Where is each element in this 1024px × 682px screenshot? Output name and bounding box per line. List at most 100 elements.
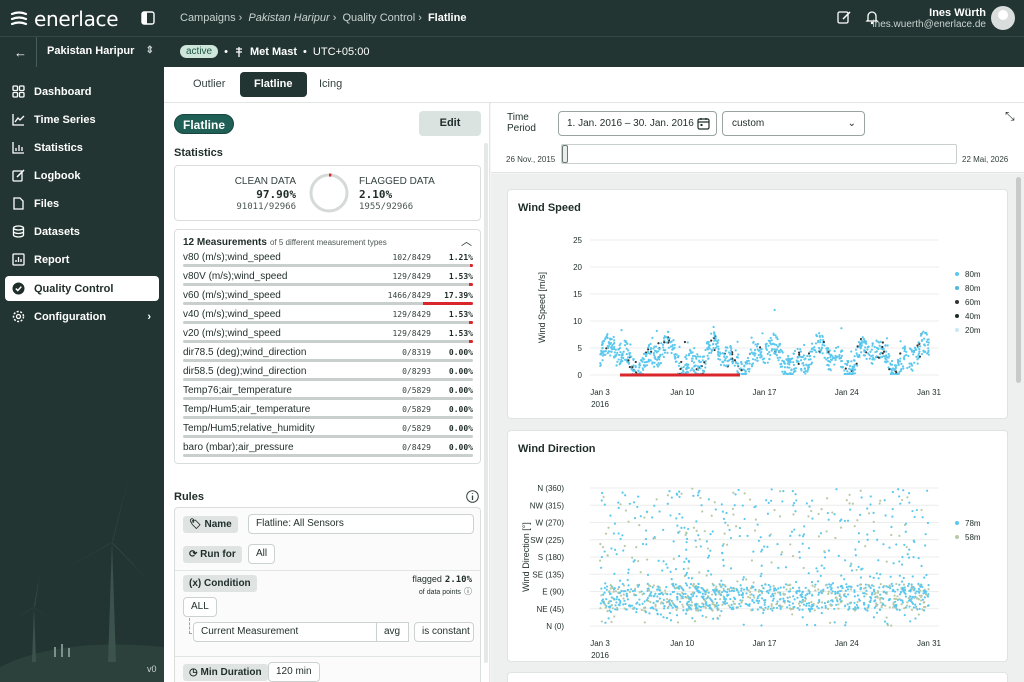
- measurement-row[interactable]: Temp76;air_temperature 0/5829 0.00%: [183, 383, 473, 402]
- rules-heading: Rules: [174, 491, 204, 503]
- data-point: [738, 602, 741, 605]
- sidebar-item-logbook[interactable]: Logbook: [5, 163, 159, 188]
- sidebar-item-quality-control[interactable]: Quality Control: [5, 276, 159, 301]
- period-preset-select[interactable]: custom ⌄: [722, 111, 865, 136]
- measurement-row[interactable]: Temp/Hum5;relative_humidity 0/5829 0.00%: [183, 421, 473, 440]
- data-point: [768, 534, 771, 537]
- edit-button[interactable]: Edit: [419, 111, 481, 136]
- data-point: [852, 607, 855, 611]
- data-point: [893, 364, 897, 367]
- data-point: [676, 356, 680, 359]
- sidebar-item-datasets[interactable]: Datasets: [5, 219, 159, 244]
- data-point: [830, 353, 833, 356]
- min-duration-field[interactable]: 120 min: [268, 662, 320, 682]
- data-point: [879, 573, 882, 576]
- data-point: [606, 610, 609, 613]
- user-info[interactable]: Ines Würth ines.wuerth@enerlace.de: [872, 7, 986, 31]
- rule-name-field[interactable]: Flatline: All Sensors: [248, 514, 474, 534]
- measurement-bar: [183, 397, 473, 400]
- breadcrumb-quality-control[interactable]: Quality Control: [342, 12, 416, 24]
- data-point: [627, 362, 630, 365]
- data-point: [914, 595, 917, 598]
- measurement-row[interactable]: v40 (m/s);wind_speed 129/8429 1.53%: [183, 307, 473, 326]
- data-point: [907, 492, 911, 495]
- data-point: [681, 603, 684, 606]
- measurement-row[interactable]: baro (mbar);air_pressure 0/8429 0.00%: [183, 440, 473, 459]
- data-point: [859, 588, 862, 591]
- sidebar-item-statistics[interactable]: Statistics: [5, 135, 159, 160]
- data-point: [712, 588, 715, 592]
- data-point: [806, 592, 809, 595]
- range-slider[interactable]: [561, 144, 957, 164]
- data-point: [657, 588, 660, 591]
- condition-measurement-field[interactable]: Current Measurement: [193, 622, 377, 642]
- condition-aggregation-field[interactable]: avg: [376, 622, 409, 642]
- data-point: [925, 333, 928, 336]
- brand-name: enerlace: [34, 7, 119, 31]
- info-icon[interactable]: ⓘ: [464, 587, 472, 596]
- chart-scrollbar[interactable]: [1016, 177, 1021, 383]
- wind-direction-chart[interactable]: N (0)NE (45)E (90)SE (135)S (180)SW (225…: [508, 431, 1009, 663]
- data-point: [899, 502, 902, 505]
- sidebar-item-files[interactable]: Files: [5, 191, 159, 216]
- data-point: [662, 560, 665, 563]
- data-point: [619, 600, 622, 603]
- condition-operator-field[interactable]: is constant: [414, 622, 474, 642]
- data-point: [615, 598, 618, 601]
- tab-icing[interactable]: Icing: [319, 78, 343, 90]
- flagged-count: 1955/92966: [359, 202, 414, 212]
- avatar[interactable]: [991, 6, 1015, 30]
- data-point: [623, 607, 626, 610]
- measurement-row[interactable]: Temp/Hum5;air_temperature 0/5829 0.00%: [183, 402, 473, 421]
- sidebar-item-report[interactable]: Report: [5, 247, 159, 272]
- data-point: [713, 334, 716, 337]
- measurement-pct: 1.21%: [448, 253, 473, 262]
- data-point: [767, 605, 770, 608]
- calendar-icon[interactable]: [697, 117, 710, 130]
- breadcrumb-project[interactable]: Pakistan Haripur: [248, 12, 330, 24]
- bell-icon[interactable]: [864, 9, 880, 25]
- data-point: [604, 621, 607, 624]
- range-handle[interactable]: [562, 145, 568, 163]
- data-point: [669, 619, 673, 622]
- data-point: [901, 555, 904, 559]
- sidebar-item-dashboard[interactable]: Dashboard: [5, 79, 159, 104]
- data-point: [670, 577, 673, 581]
- measurement-row[interactable]: v20 (m/s);wind_speed 129/8429 1.53%: [183, 326, 473, 345]
- panel-scrollbar[interactable]: [484, 143, 488, 663]
- measurement-row[interactable]: dir78.5 (deg);wind_direction 0/8319 0.00%: [183, 345, 473, 364]
- data-point: [856, 364, 859, 367]
- project-selector[interactable]: Pakistan Haripur ⇕: [36, 37, 164, 67]
- measurement-row[interactable]: v80V (m/s);wind_speed 129/8429 1.53%: [183, 269, 473, 288]
- data-point: [697, 589, 700, 592]
- sidebar-item-configuration[interactable]: Configuration ›: [5, 304, 159, 329]
- measurement-row[interactable]: v60 (m/s);wind_speed 1466/8429 17.39%: [183, 288, 473, 307]
- back-arrow-icon[interactable]: ←: [14, 45, 27, 60]
- info-icon[interactable]: [466, 490, 479, 503]
- measurements-header[interactable]: 12 Measurements of 5 different measuremen…: [183, 236, 387, 248]
- measurement-row[interactable]: v80 (m/s);wind_speed 102/8429 1.21%: [183, 250, 473, 269]
- tab-flatline[interactable]: Flatline: [240, 72, 307, 97]
- data-point: [766, 352, 769, 356]
- data-point: [911, 595, 914, 598]
- all-operator-field[interactable]: ALL: [183, 597, 217, 617]
- logo[interactable]: enerlace: [10, 7, 119, 31]
- collapse-icon[interactable]: ⤡: [1005, 109, 1015, 123]
- data-point: [824, 606, 827, 609]
- tab-outlier[interactable]: Outlier: [193, 78, 226, 90]
- data-point: [741, 592, 744, 595]
- measurement-row[interactable]: dir58.5 (deg);wind_direction 0/8293 0.00%: [183, 364, 473, 383]
- run-for-field[interactable]: All: [248, 544, 276, 564]
- edit-note-icon[interactable]: [836, 9, 852, 25]
- date-range-field[interactable]: 1. Jan. 2016 – 30. Jan. 2016: [558, 111, 717, 136]
- data-point: [647, 348, 650, 351]
- sidebar-toggle-icon[interactable]: [141, 11, 155, 28]
- data-point: [848, 601, 851, 604]
- data-point: [633, 589, 636, 592]
- sidebar-item-time-series[interactable]: Time Series: [5, 107, 159, 132]
- data-point: [878, 344, 881, 347]
- breadcrumb-campaigns[interactable]: Campaigns: [180, 12, 236, 24]
- data-point: [719, 352, 722, 355]
- chevron-up-icon[interactable]: ︿: [461, 236, 472, 248]
